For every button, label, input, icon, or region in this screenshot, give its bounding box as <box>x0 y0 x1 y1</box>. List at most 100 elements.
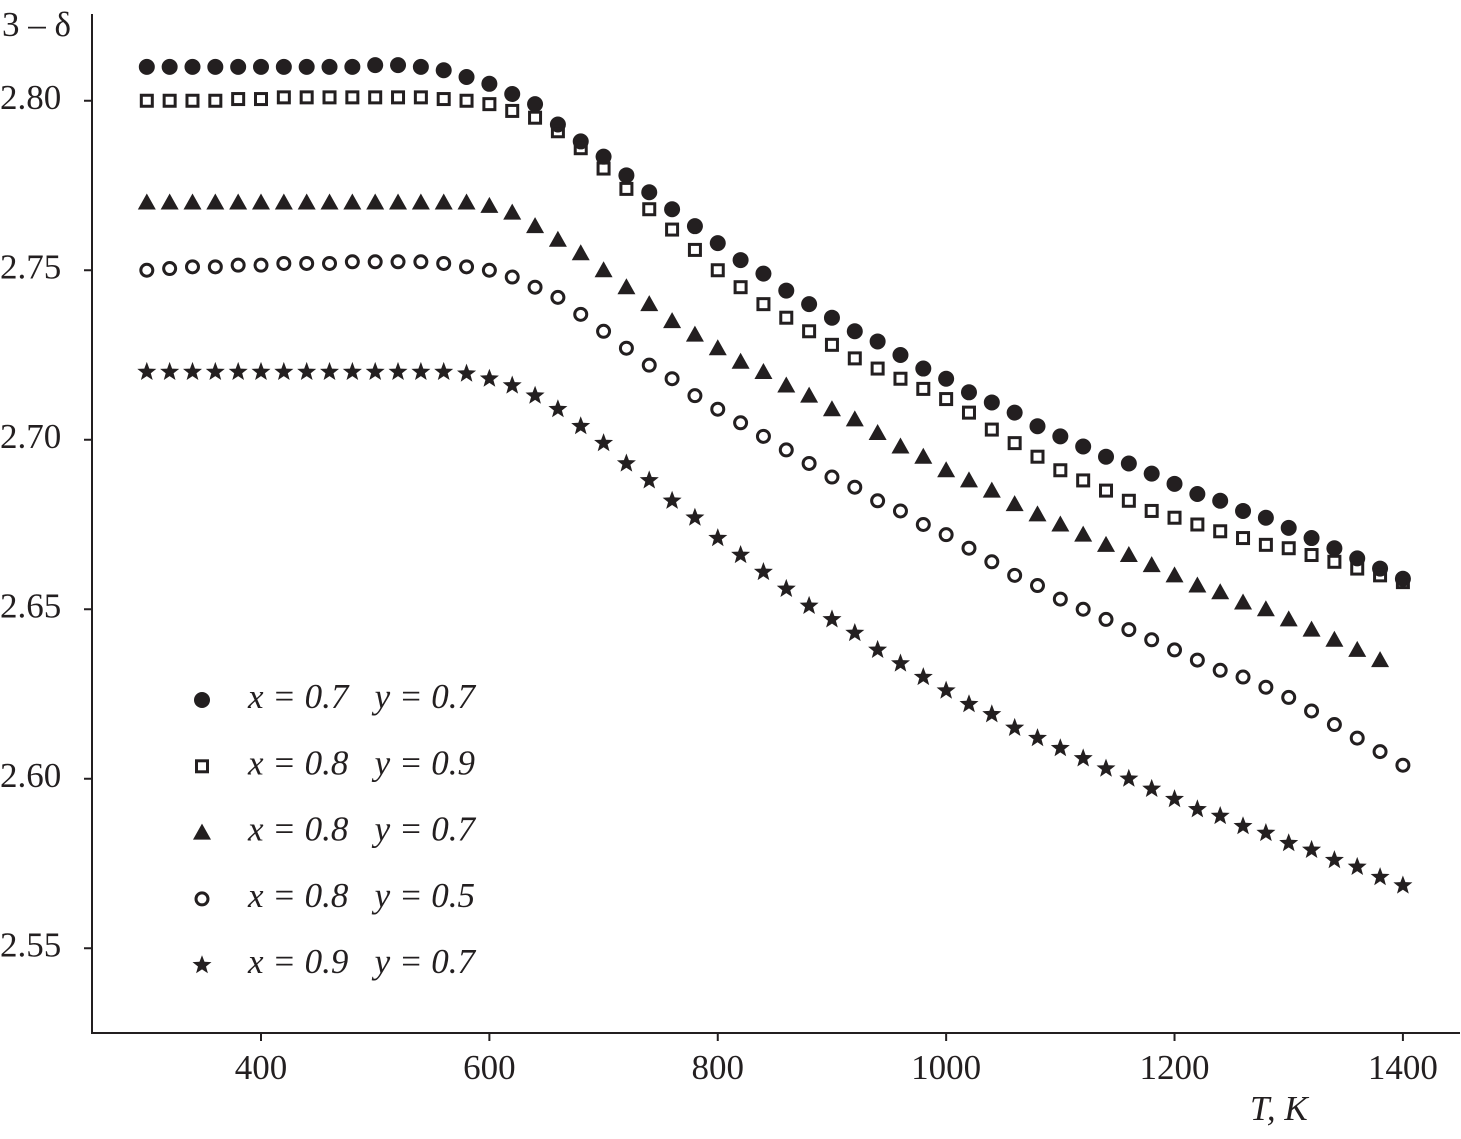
point <box>1304 548 1319 563</box>
point <box>1005 717 1025 736</box>
point <box>892 347 909 363</box>
point <box>847 479 863 495</box>
point <box>640 295 659 312</box>
point <box>388 361 408 380</box>
point <box>779 310 794 325</box>
point <box>1187 799 1207 818</box>
point <box>1099 483 1114 498</box>
point <box>1098 611 1114 627</box>
point <box>573 141 588 156</box>
point <box>846 323 863 340</box>
point <box>571 416 591 435</box>
point <box>320 193 339 210</box>
point <box>1074 525 1093 542</box>
point <box>1281 541 1296 556</box>
point <box>297 193 316 210</box>
point <box>1166 475 1183 492</box>
legend-label: x = 0.8 y = 0.9 <box>247 743 475 782</box>
point <box>891 437 910 454</box>
point <box>731 545 751 564</box>
point <box>938 527 954 543</box>
point <box>459 259 475 275</box>
point <box>1371 651 1390 668</box>
point <box>254 92 269 107</box>
point <box>665 222 680 237</box>
point <box>481 75 498 92</box>
point <box>823 309 840 326</box>
point <box>253 58 270 75</box>
y-tick-label: 2.70 <box>0 417 61 456</box>
legend-label: x = 0.8 y = 0.5 <box>247 876 475 915</box>
point <box>1075 438 1092 455</box>
point <box>845 623 865 642</box>
point <box>1256 600 1275 617</box>
point <box>276 90 291 105</box>
point <box>1348 640 1367 657</box>
point <box>937 461 956 478</box>
y-tick-label: 2.80 <box>0 78 61 117</box>
point <box>1211 583 1230 600</box>
point <box>1212 492 1229 509</box>
point <box>868 639 888 658</box>
point <box>641 357 657 373</box>
point <box>1279 610 1298 627</box>
point <box>548 230 567 247</box>
legend-marker <box>194 891 210 907</box>
point <box>755 428 771 444</box>
point <box>870 493 886 509</box>
point <box>343 193 362 210</box>
point <box>1142 778 1162 797</box>
point <box>1326 717 1342 733</box>
point <box>617 278 636 295</box>
point <box>1097 535 1116 552</box>
point <box>639 470 659 489</box>
point <box>1189 652 1205 668</box>
point <box>253 257 269 273</box>
point <box>1236 531 1251 546</box>
point <box>1210 806 1230 825</box>
point <box>1324 850 1344 869</box>
point <box>1167 642 1183 658</box>
point <box>345 90 360 105</box>
point <box>663 312 682 329</box>
point <box>982 704 1002 723</box>
y-tick-label: 2.55 <box>0 925 61 964</box>
point <box>801 296 818 313</box>
point <box>754 362 773 379</box>
point <box>664 371 680 387</box>
point <box>1050 738 1070 757</box>
point <box>274 193 293 210</box>
point <box>502 375 522 394</box>
point <box>276 255 292 271</box>
point <box>457 363 477 382</box>
point <box>365 361 385 380</box>
point <box>1006 404 1023 421</box>
point <box>457 193 476 210</box>
point <box>550 124 565 139</box>
point <box>686 218 703 235</box>
point <box>525 385 545 404</box>
point <box>389 193 408 210</box>
point <box>550 289 566 305</box>
point <box>183 193 202 210</box>
point <box>1053 463 1068 478</box>
point <box>230 58 247 75</box>
point <box>206 193 225 210</box>
point <box>1167 510 1182 525</box>
point <box>504 269 520 285</box>
legend-marker <box>194 692 210 708</box>
point <box>390 57 407 74</box>
point <box>344 58 361 75</box>
point <box>482 97 497 112</box>
point <box>1028 505 1047 522</box>
point <box>184 58 201 75</box>
point <box>1029 418 1046 435</box>
point <box>184 259 200 275</box>
point <box>596 323 612 339</box>
point <box>162 93 177 108</box>
point <box>1190 517 1205 532</box>
point <box>961 540 977 556</box>
point <box>594 433 614 452</box>
point <box>1165 789 1184 808</box>
